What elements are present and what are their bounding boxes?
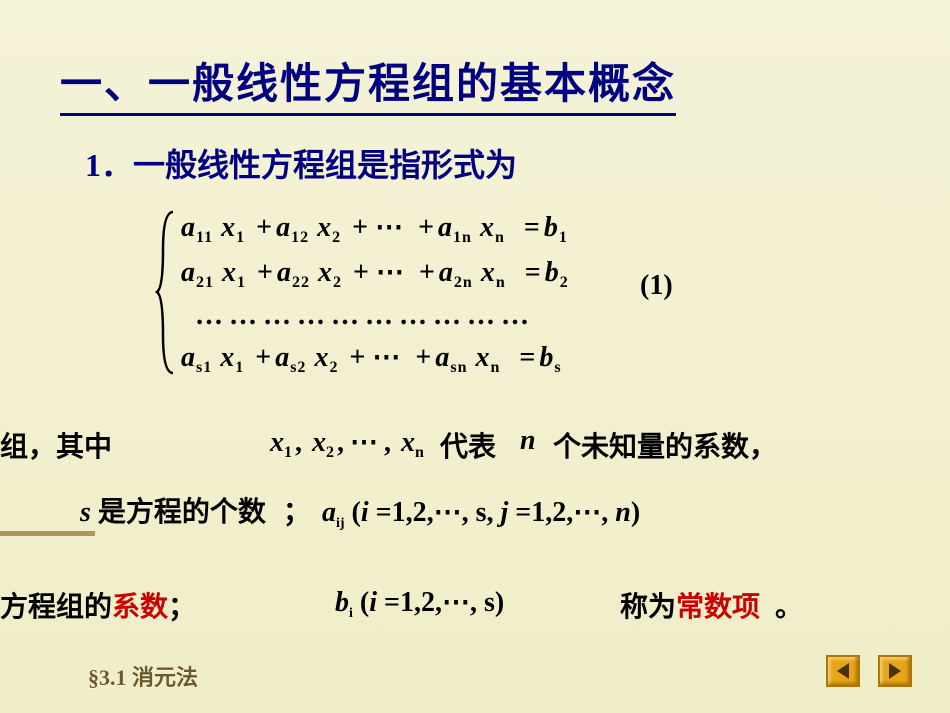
- equation-label: (1): [640, 270, 673, 302]
- triangle-right-icon: [887, 662, 903, 680]
- l2-semi: ；: [273, 497, 311, 528]
- subtitle-punct: ．: [101, 147, 133, 183]
- subtitle-num: 1: [85, 147, 101, 183]
- subtitle: 1．一般线性方程组是指形式为: [85, 140, 517, 186]
- triangle-left-icon: [835, 662, 851, 680]
- footer-section: §3.1 消元法: [88, 660, 198, 692]
- left-brace: [155, 210, 177, 375]
- subtitle-text: 一般线性方程组是指形式为: [133, 147, 517, 183]
- eq-row-s: as1 x1 +as2 x2 +⋯ +asn xn =bs: [181, 340, 562, 377]
- prev-button[interactable]: [826, 655, 860, 687]
- l3-suffix: 称为常数项 。: [620, 585, 803, 625]
- next-button[interactable]: [878, 655, 912, 687]
- l3-bi: bi (i =1,2,⋯, s): [335, 585, 504, 622]
- l1-vars: x1, x2,⋯, xn: [270, 425, 424, 462]
- l1-mid: 代表: [440, 425, 496, 465]
- page-title: 一、一般线性方程组的基本概念: [60, 50, 676, 116]
- l2-s: s: [80, 497, 91, 528]
- l1-n: n: [520, 425, 536, 457]
- l2-aij: aij (i =1,2,⋯, s, j =1,2,⋯, n): [318, 497, 640, 528]
- l1-suffix: 个未知量的系数，: [553, 425, 777, 465]
- eq-row-2: a21 x1 +a22 x2 +⋯ +a2n xn =b2: [181, 255, 569, 292]
- l1-prefix: 组，其中: [0, 425, 112, 465]
- eq-row-1: a11 x1 +a12 x2 +⋯ +a1n xn =b1: [181, 210, 568, 247]
- text-line-2: s 是方程的个数 ； aij (i =1,2,⋯, s, j =1,2,⋯, n…: [80, 490, 950, 532]
- l3-prefix: 方程组的系数；: [0, 585, 196, 625]
- l2-text: 是方程的个数: [98, 497, 266, 528]
- text-line-1: 组，其中 x1, x2,⋯, xn 代表 n 个未知量的系数，: [0, 425, 950, 465]
- eq-row-dots: …………………………: [195, 300, 535, 332]
